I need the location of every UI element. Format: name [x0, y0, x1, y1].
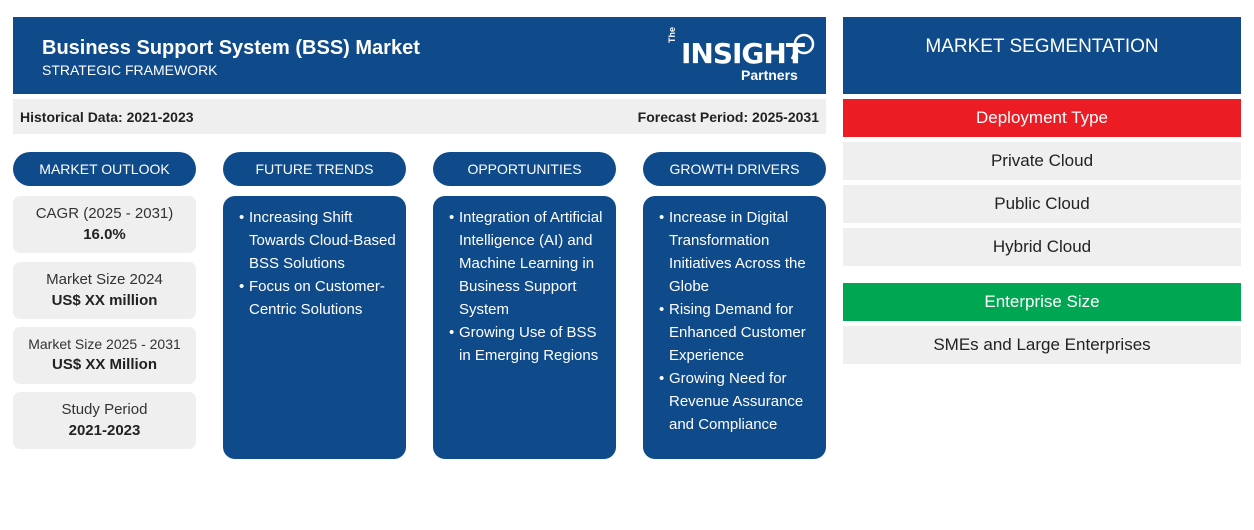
market-outlook-header: MARKET OUTLOOK: [13, 152, 196, 186]
opportunity-item: Integration of Artificial Intelligence (…: [449, 206, 608, 321]
segment-item-smes-large-enterprises: SMEs and Large Enterprises: [843, 326, 1241, 364]
outlook-label: Market Size 2025 - 2031: [28, 336, 181, 352]
outlook-value: US$ XX Million: [51, 356, 157, 373]
future-trends-panel: Increasing Shift Towards Cloud-Based BSS…: [223, 196, 406, 459]
outlook-card-market-size-2024: Market Size 2024 US$ XX million: [13, 262, 196, 319]
outlook-value: 2021-2023: [68, 422, 141, 439]
opportunity-item: Growing Use of BSS in Emerging Regions: [449, 321, 608, 367]
driver-item: Growing Need for Revenue Assurance and C…: [659, 367, 818, 436]
outlook-label: Study Period: [61, 401, 148, 418]
outlook-label: Market Size 2024: [46, 271, 163, 288]
outlook-card-cagr: CAGR (2025 - 2031) 16.0%: [13, 196, 196, 253]
future-trends-header: FUTURE TRENDS: [223, 152, 406, 186]
segment-item-public-cloud: Public Cloud: [843, 185, 1241, 223]
report-header: Business Support System (BSS) Market STR…: [13, 17, 826, 94]
outlook-value: 16.0%: [83, 226, 126, 243]
report-title: Business Support System (BSS) Market: [42, 37, 420, 59]
outlook-label: CAGR (2025 - 2031): [35, 205, 174, 222]
driver-item: Increase in Digital Transformation Initi…: [659, 206, 818, 298]
historical-data-label: Historical Data: 2021-2023: [20, 109, 194, 125]
outlook-card-study-period: Study Period 2021-2023: [13, 392, 196, 449]
forecast-period-label: Forecast Period: 2025-2031: [637, 109, 819, 125]
market-segmentation-title: MARKET SEGMENTATION: [843, 17, 1241, 94]
opportunities-header: OPPORTUNITIES: [433, 152, 616, 186]
growth-drivers-panel: Increase in Digital Transformation Initi…: [643, 196, 826, 459]
segment-item-hybrid-cloud: Hybrid Cloud: [843, 228, 1241, 266]
logo-the-text: The: [667, 26, 677, 43]
enterprise-size-header: Enterprise Size: [843, 283, 1241, 321]
report-subtitle: STRATEGIC FRAMEWORK: [42, 62, 218, 78]
insight-partners-logo: The INSIGHT Partners: [667, 26, 817, 85]
trend-item: Increasing Shift Towards Cloud-Based BSS…: [239, 206, 398, 275]
outlook-value: US$ XX million: [51, 292, 158, 309]
growth-drivers-header: GROWTH DRIVERS: [643, 152, 826, 186]
outlook-card-market-size-forecast: Market Size 2025 - 2031 US$ XX Million: [13, 327, 196, 384]
segment-item-private-cloud: Private Cloud: [843, 142, 1241, 180]
opportunities-panel: Integration of Artificial Intelligence (…: [433, 196, 616, 459]
trend-item: Focus on Customer-Centric Solutions: [239, 275, 398, 321]
period-bar: Historical Data: 2021-2023 Forecast Peri…: [13, 99, 826, 134]
driver-item: Rising Demand for Enhanced Customer Expe…: [659, 298, 818, 367]
deployment-type-header: Deployment Type: [843, 99, 1241, 137]
logo-swoosh-icon: [791, 33, 815, 60]
logo-insight-text: INSIGHT: [681, 37, 805, 70]
logo-partners-text: Partners: [741, 67, 798, 83]
